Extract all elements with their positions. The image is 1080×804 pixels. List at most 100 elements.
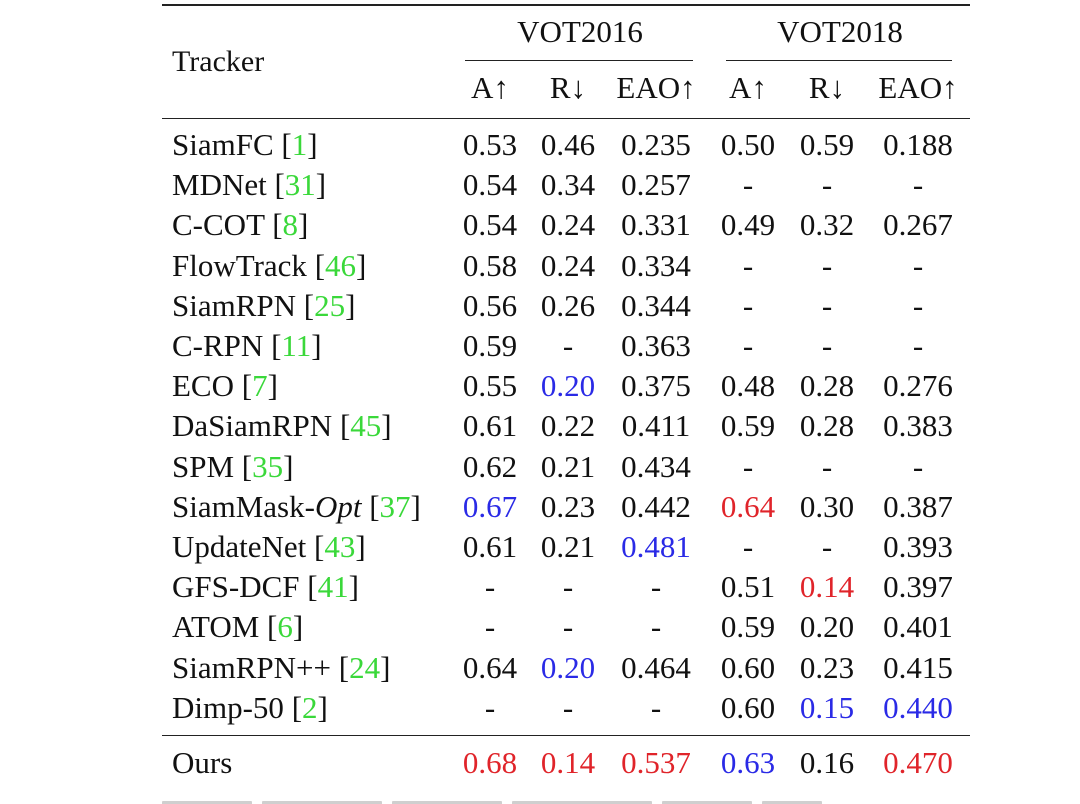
table-cell: - <box>821 167 833 203</box>
table-cell: 0.383 <box>883 408 953 444</box>
table-cell: 0.24 <box>540 207 596 243</box>
citation-link[interactable]: 46 <box>325 247 357 283</box>
tracker-label: Dimp-50 <box>172 689 284 725</box>
tracker-name: C-COT [8] <box>172 207 309 243</box>
citation-link[interactable]: 41 <box>317 569 349 605</box>
tracker-label: DaSiamRPN <box>172 408 333 444</box>
table-cell: - <box>650 569 662 605</box>
table-cell: 0.64 <box>462 649 518 685</box>
table-cell: 0.401 <box>883 609 953 645</box>
citation-link[interactable]: 7 <box>252 368 268 404</box>
table-cell: - <box>742 287 754 323</box>
tracker-name: Dimp-50 [2] <box>172 689 328 725</box>
table-cell: - <box>912 167 924 203</box>
table-cell: 0.59 <box>720 609 776 645</box>
citation-link[interactable]: 8 <box>282 207 299 243</box>
citation-link[interactable]: 37 <box>379 488 411 524</box>
tracker-label: SiamFC <box>172 127 274 162</box>
table-cell: 0.21 <box>540 448 596 484</box>
tracker-name: SiamFC [1] <box>172 127 318 162</box>
group-header-vot2016: VOT2016 <box>517 14 643 49</box>
table-cell: 0.54 <box>462 167 518 203</box>
table-cell: - <box>912 448 924 484</box>
table-cell: 0.434 <box>621 448 691 484</box>
metric-header: EAO↑ <box>878 70 958 105</box>
table-cell: - <box>912 247 924 283</box>
tracker-name: SiamRPN [25] <box>172 287 356 323</box>
tracker-label: ATOM <box>172 609 260 645</box>
citation-link[interactable]: 11 <box>281 328 312 363</box>
table-cell: 0.14 <box>799 569 855 605</box>
citation-link[interactable]: 24 <box>349 649 381 685</box>
tracker-name: UpdateNet [43] <box>172 529 366 564</box>
table-cell: 0.56 <box>462 287 518 323</box>
table-cell: 0.537 <box>621 745 691 780</box>
tracker-name: ECO [7] <box>172 368 278 404</box>
table-cell: - <box>821 448 833 484</box>
citation-link[interactable]: 1 <box>291 127 308 162</box>
table-cell: 0.61 <box>462 408 518 444</box>
table-cell: 0.32 <box>799 207 855 243</box>
metric-header: A↑ <box>729 70 767 105</box>
table-cell: 0.334 <box>621 247 691 283</box>
table-cell: 0.26 <box>540 287 596 323</box>
table-cell: 0.442 <box>621 488 691 524</box>
tracker-label: SiamRPN <box>172 287 297 323</box>
table-cell: 0.21 <box>540 529 596 564</box>
table-cell: 0.24 <box>540 247 596 283</box>
tracker-name: DaSiamRPN [45] <box>172 408 392 444</box>
citation-link[interactable]: 35 <box>252 448 284 484</box>
table-cell: 0.60 <box>720 649 776 685</box>
tracker-label: MDNet <box>172 167 267 203</box>
table-cell: 0.397 <box>883 569 953 605</box>
table-cell: - <box>562 328 574 363</box>
citation-link[interactable]: 43 <box>324 529 356 564</box>
table-cell: 0.22 <box>540 408 596 444</box>
citation-link[interactable]: 6 <box>277 609 293 645</box>
table-cell: 0.55 <box>462 368 518 404</box>
tracker-name: C-RPN [11] <box>172 328 322 363</box>
table-cell: 0.64 <box>720 488 776 524</box>
table-cell: 0.188 <box>883 127 953 162</box>
tracker-name: SiamMask-Opt [37] <box>172 488 421 524</box>
table-cell: - <box>821 287 833 323</box>
table-cell: 0.59 <box>720 408 776 444</box>
tracker-label: SiamRPN++ <box>172 649 331 685</box>
tracker-label: SiamMask- <box>172 488 315 524</box>
tracker-name: ATOM [6] <box>172 609 304 645</box>
table-cell: 0.440 <box>883 689 953 725</box>
citation-link[interactable]: 25 <box>314 287 346 323</box>
table-cell: - <box>562 689 574 725</box>
table-cell: 0.51 <box>720 569 776 605</box>
tracker-label: C-RPN <box>172 328 264 363</box>
table-cell: - <box>484 569 496 605</box>
table-cell: 0.28 <box>799 368 855 404</box>
citation-link[interactable]: 31 <box>284 167 316 203</box>
group-header-vot2018: VOT2018 <box>777 14 903 49</box>
table-cell: - <box>484 609 496 645</box>
table-cell: - <box>742 448 754 484</box>
citation-link[interactable]: 2 <box>302 689 318 725</box>
tracker-name: MDNet [31] <box>172 167 327 203</box>
ours-rule <box>162 735 970 736</box>
header-rule <box>162 118 970 119</box>
table-cell: 0.14 <box>540 745 596 780</box>
table-cell: 0.363 <box>621 328 691 363</box>
table-cell: 0.15 <box>799 689 855 725</box>
table-cell: 0.68 <box>462 745 518 780</box>
tracker-label: SPM <box>172 448 235 484</box>
citation-link[interactable]: 45 <box>350 408 382 444</box>
table-cell: 0.344 <box>621 287 691 323</box>
table-cell: 0.387 <box>883 488 953 524</box>
table-cell: 0.20 <box>540 649 596 685</box>
table-cell: 0.276 <box>883 368 953 404</box>
tracker-label: UpdateNet <box>172 529 307 564</box>
table-cell: - <box>650 689 662 725</box>
table-cell: 0.393 <box>883 529 953 564</box>
metric-header: A↑ <box>471 70 509 105</box>
table-cell: - <box>562 609 574 645</box>
table-cell: - <box>650 609 662 645</box>
table-cell: 0.34 <box>540 167 596 203</box>
table-cell: - <box>821 247 833 283</box>
table-cell: - <box>562 569 574 605</box>
